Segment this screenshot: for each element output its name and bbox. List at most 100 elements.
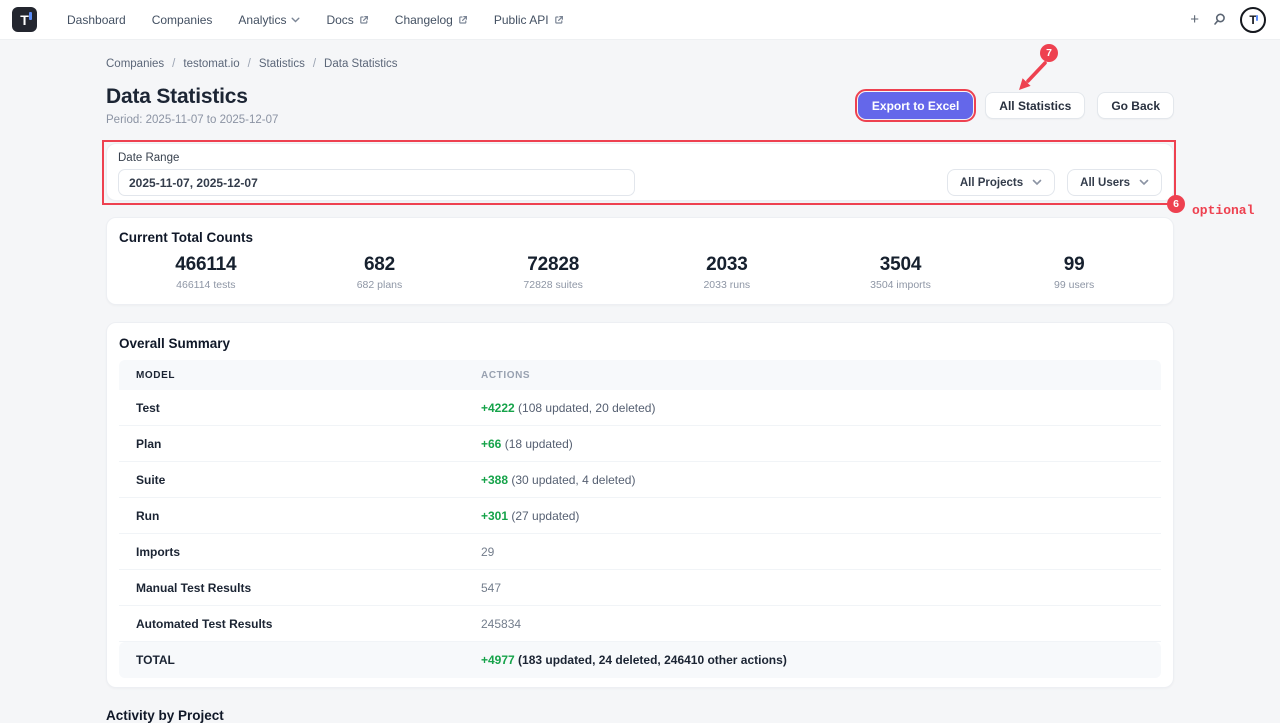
users-dropdown[interactable]: All Users bbox=[1067, 169, 1162, 196]
row-actions: 245834 bbox=[481, 616, 522, 631]
nav-link-label: Analytics bbox=[238, 12, 287, 27]
external-link-icon bbox=[554, 15, 563, 24]
overall-summary-card: Overall Summary MODEL ACTIONS Test +4222 … bbox=[106, 322, 1174, 688]
stat-item: 682 682 plans bbox=[293, 254, 467, 291]
nav-link-docs[interactable]: Docs bbox=[326, 13, 368, 27]
breadcrumb-separator: / bbox=[172, 58, 176, 70]
nav-link-label: Dashboard bbox=[67, 12, 126, 27]
search-icon[interactable] bbox=[1212, 12, 1227, 27]
table-row-total: TOTAL +4977 (183 updated, 24 deleted, 24… bbox=[119, 642, 1161, 678]
row-model: Run bbox=[136, 508, 160, 523]
total-label: TOTAL bbox=[136, 653, 175, 667]
total-details: (183 updated, 24 deleted, 246410 other a… bbox=[518, 653, 787, 667]
external-link-icon bbox=[459, 15, 467, 24]
logo-accent bbox=[29, 12, 32, 20]
nav-link-public-api[interactable]: Public API bbox=[494, 13, 564, 27]
stat-item: 99 99 users bbox=[987, 254, 1161, 291]
row-actions: +66 (18 updated) bbox=[481, 436, 573, 451]
row-actions: +4222 (108 updated, 20 deleted) bbox=[481, 400, 656, 415]
table-row: Imports 29 bbox=[119, 534, 1161, 570]
avatar-letter: T bbox=[1249, 12, 1257, 27]
avatar-accent bbox=[1256, 14, 1258, 21]
breadcrumb-item: Data Statistics bbox=[324, 58, 398, 70]
stats-grid: 466114 466114 tests 682 682 plans 72828 72828… bbox=[119, 254, 1161, 291]
nav-link-analytics[interactable]: Analytics bbox=[238, 13, 300, 27]
summary-table: MODEL ACTIONS Test +4222 (108 updated, 20… bbox=[119, 360, 1161, 678]
breadcrumb-item[interactable]: testomat.io bbox=[183, 58, 240, 70]
go-back-button[interactable]: Go Back bbox=[1097, 92, 1174, 119]
app-logo[interactable]: T bbox=[12, 7, 37, 32]
stat-label: 72828 suites bbox=[523, 279, 583, 291]
chevron-down-icon bbox=[1032, 179, 1042, 186]
row-model: Imports bbox=[136, 544, 181, 559]
current-total-counts-card: Current Total Counts 466114 466114 tests 6… bbox=[106, 217, 1174, 305]
stat-value: 2033 bbox=[706, 254, 748, 275]
stat-value: 466114 bbox=[175, 254, 237, 275]
table-row: Run +301 (27 updated) bbox=[119, 498, 1161, 534]
annotation-badge-7: 7 bbox=[1040, 44, 1058, 62]
chevron-down-icon bbox=[291, 17, 300, 22]
filters-section: Date Range All Projects All Users 6 opti… bbox=[102, 140, 1254, 218]
row-added-count: +4222 bbox=[481, 400, 515, 415]
stat-label: 2033 runs bbox=[703, 279, 751, 291]
nav-link-companies[interactable]: Companies bbox=[152, 13, 213, 27]
annotation-optional-label: optional bbox=[1192, 203, 1255, 218]
chevron-down-icon bbox=[1139, 179, 1149, 186]
nav-items: Dashboard Companies Analytics Docs Changelog… bbox=[67, 13, 564, 27]
app-logo-letter: T bbox=[20, 11, 29, 28]
stat-label: 682 plans bbox=[356, 279, 403, 291]
summary-table-header: MODEL ACTIONS bbox=[119, 360, 1161, 390]
period-subtitle: Period: 2025-11-07 to 2025-12-07 bbox=[106, 114, 279, 126]
table-row: Suite +388 (30 updated, 4 deleted) bbox=[119, 462, 1161, 498]
stat-label: 3504 imports bbox=[870, 279, 931, 291]
breadcrumb-item[interactable]: Statistics bbox=[258, 58, 305, 70]
user-avatar[interactable]: T bbox=[1240, 6, 1266, 33]
row-model: Test bbox=[136, 400, 160, 415]
table-row: Automated Test Results 245834 bbox=[119, 606, 1161, 642]
breadcrumb: Companies / testomat.io / Statistics / Data St… bbox=[106, 58, 1174, 70]
row-model: Automated Test Results bbox=[136, 616, 273, 631]
export-to-excel-button[interactable]: Export to Excel bbox=[854, 89, 977, 122]
stat-item: 72828 72828 suites bbox=[466, 254, 640, 291]
breadcrumb-item[interactable]: Companies bbox=[106, 58, 165, 70]
breadcrumb-separator: / bbox=[247, 58, 251, 70]
row-actions: +388 (30 updated, 4 deleted) bbox=[481, 472, 636, 487]
nav-link-dashboard[interactable]: Dashboard bbox=[67, 13, 126, 27]
page-header: Data Statistics Period: 2025-11-07 to 20… bbox=[106, 85, 1174, 126]
row-actions: 547 bbox=[481, 580, 502, 595]
row-model: Plan bbox=[136, 436, 162, 451]
row-actions: 29 bbox=[481, 544, 495, 559]
nav-link-label: Public API bbox=[493, 12, 549, 27]
row-model: Suite bbox=[136, 472, 166, 487]
page-title: Data Statistics bbox=[106, 85, 248, 108]
all-statistics-button[interactable]: All Statistics bbox=[985, 92, 1086, 119]
total-added: +4977 bbox=[481, 653, 515, 667]
stat-item: 2033 2033 runs bbox=[640, 254, 814, 291]
annotation-badge-6: 6 bbox=[1167, 195, 1185, 213]
stat-item: 3504 3504 imports bbox=[814, 254, 988, 291]
row-added-count: +301 bbox=[481, 508, 509, 523]
totals-title: Current Total Counts bbox=[119, 230, 253, 245]
nav-link-label: Docs bbox=[326, 12, 354, 27]
projects-dropdown-label: All Projects bbox=[959, 176, 1024, 189]
nav-link-label: Companies bbox=[151, 12, 213, 27]
plus-icon[interactable]: + bbox=[1190, 11, 1199, 28]
column-header-actions: ACTIONS bbox=[481, 369, 531, 381]
projects-dropdown[interactable]: All Projects bbox=[946, 169, 1056, 196]
column-header-model: MODEL bbox=[136, 369, 176, 381]
stat-item: 466114 466114 tests bbox=[119, 254, 293, 291]
date-range-label: Date Range bbox=[118, 152, 180, 164]
nav-right: + T bbox=[1190, 6, 1270, 33]
stat-value: 682 bbox=[363, 254, 396, 275]
date-range-input[interactable] bbox=[118, 169, 635, 196]
stat-value: 3504 bbox=[879, 254, 922, 275]
stat-value: 72828 bbox=[527, 254, 580, 275]
stat-label: 99 users bbox=[1054, 279, 1095, 291]
row-added-count: +66 bbox=[481, 436, 502, 451]
nav-link-changelog[interactable]: Changelog bbox=[395, 13, 468, 27]
nav-link-label: Changelog bbox=[394, 12, 453, 27]
activity-by-project-title: Activity by Project bbox=[106, 708, 224, 723]
stat-value: 99 bbox=[1063, 254, 1085, 275]
table-row: Manual Test Results 547 bbox=[119, 570, 1161, 606]
breadcrumb-separator: / bbox=[312, 58, 317, 70]
